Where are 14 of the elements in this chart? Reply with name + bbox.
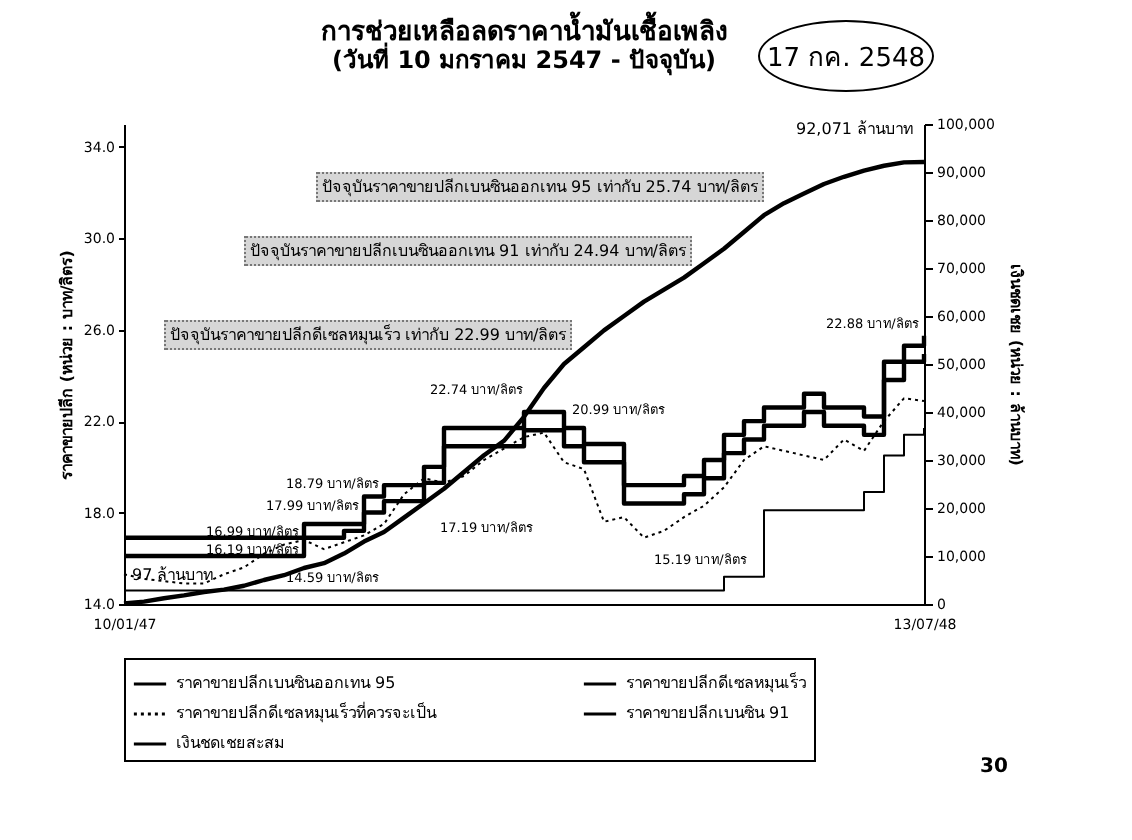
y-axis-title: ราคาขายปลีก (หน่วย : บาท/ลิตร) — [55, 250, 76, 480]
chart-subtitle: (วันที่ 10 มกราคม 2547 - ปัจจุบัน) — [332, 42, 716, 76]
annotation: ปัจจุบันราคาขายปลีกเบนซินออกเทน 95 เท่ากับ 25.74 บาท/ลิตร — [316, 172, 764, 202]
annotation: 97 ล้านบาท — [132, 564, 214, 588]
annotation: ปัจจุบันราคาขายปลีกเบนซินออกเทน 91 เท่ากับ 24.94 บาท/ลิตร — [244, 236, 692, 266]
annotation: ปัจจุบันราคาขายปลีกดีเซลหมุนเร็ว เท่ากับ 22.99 บาท/ลิตร — [164, 320, 573, 350]
legend-label: ราคาขายปลีกดีเซลหมุนเร็วที่ควรจะเป็น — [176, 700, 438, 722]
y2-axis-title: เงินชดเชย (หน่วย : ล้านบาท) — [1006, 264, 1027, 466]
annotation: 92,071 ล้านบาท — [796, 118, 914, 142]
legend-label: ราคาขายปลีกเบนซินออกเทน 95 — [176, 674, 396, 692]
legend-label: เงินชดเชยสะสม — [176, 734, 284, 752]
text: 30 — [980, 756, 1008, 778]
legend-label: ราคาขายปลีกดีเซลหมุนเร็ว — [626, 672, 806, 692]
legend-label: ราคาขายปลีกเบนซิน 91 — [626, 704, 790, 722]
